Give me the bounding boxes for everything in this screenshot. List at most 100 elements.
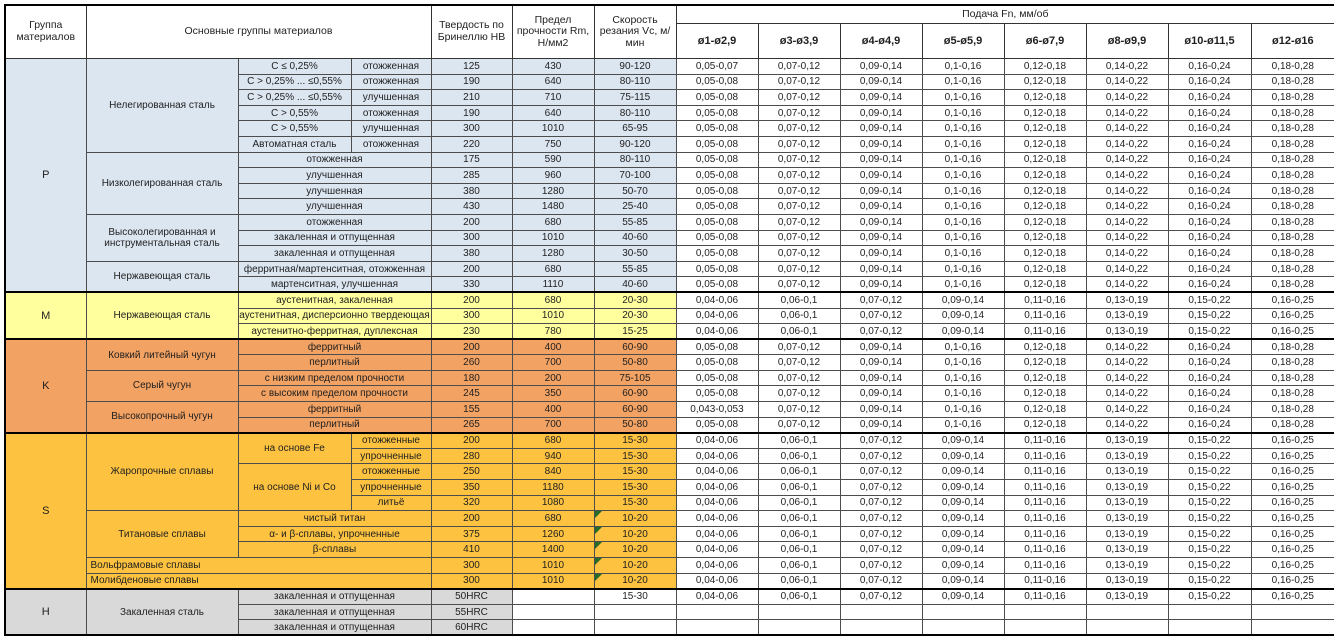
table-row: Низколегированная сталь отожженная 175 590 8… xyxy=(5,151,1334,215)
feed-cell: 0,12-0,18 xyxy=(1003,354,1087,371)
feed-cell: 0,12-0,18 xyxy=(1003,385,1087,403)
feed-cell: 0,07-0,12 xyxy=(839,307,923,325)
feed-cell: 0,13-0,19 xyxy=(1085,291,1169,309)
hardness-cell: 430 xyxy=(430,198,513,215)
group-letter-cell: H xyxy=(4,587,87,636)
family-cell: Жаропрочные сплавы xyxy=(85,431,239,512)
feed-cell: 0,09-0,14 xyxy=(839,151,923,169)
header-row-diameters: ø1-ø2,9 ø3-ø3,9 ø4-ø4,9 ø5-ø5,9 ø6-ø7,9 … xyxy=(5,23,1334,59)
description-cell: закаленная и отпущенная xyxy=(237,229,432,247)
feed-cell: 0,06-0,1 xyxy=(757,541,841,558)
table-row: Нержавеющая сталь ферритная/мартенситная,… xyxy=(5,260,1334,293)
feed-cell: 0,05-0,08 xyxy=(675,369,759,387)
feed-cell xyxy=(757,603,841,621)
state-cell: литьё xyxy=(350,494,432,512)
feed-cell: 0,12-0,18 xyxy=(1003,245,1087,262)
feed-cell: 0,15-0,22 xyxy=(1167,479,1252,496)
feed-cell: 0,09-0,14 xyxy=(921,572,1005,590)
header-diameter-3: ø4-ø4,9 xyxy=(839,23,923,59)
feed-cell: 0,05-0,08 xyxy=(675,198,759,215)
feed-cell: 0,06-0,1 xyxy=(757,572,841,590)
description-cell: отожженная xyxy=(237,213,432,231)
feed-cell: 0,15-0,22 xyxy=(1167,291,1252,309)
family-cell: Нержавеющая сталь xyxy=(85,260,239,293)
feed-cell: 0,16-0,24 xyxy=(1167,120,1252,137)
speed-cell: 15-30 xyxy=(593,431,677,449)
feed-cell: 0,18-0,28 xyxy=(1250,167,1334,184)
feed-cell: 0,16-0,25 xyxy=(1250,479,1334,496)
feed-cell: 0,1-0,16 xyxy=(921,276,1005,293)
feed-cell: 0,11-0,16 xyxy=(1003,323,1087,340)
feed-cell: 0,16-0,24 xyxy=(1167,338,1252,356)
feed-cell: 0,13-0,19 xyxy=(1085,510,1169,527)
feed-cell: 0,15-0,22 xyxy=(1167,463,1252,481)
feed-cell xyxy=(1003,603,1087,621)
feed-cell: 0,07-0,12 xyxy=(839,525,923,543)
feed-cell: 0,09-0,14 xyxy=(839,385,923,403)
feed-cell: 0,07-0,12 xyxy=(839,587,923,605)
header-speed: Скорость резания Vc, м/мин xyxy=(593,4,677,59)
feed-cell: 0,04-0,06 xyxy=(675,587,759,605)
feed-cell: 0,07-0,12 xyxy=(757,338,841,356)
feed-cell: 0,05-0,08 xyxy=(675,416,759,434)
feed-cell: 0,04-0,06 xyxy=(675,510,759,527)
feed-cell: 0,09-0,14 xyxy=(839,276,923,293)
feed-cell: 0,07-0,12 xyxy=(757,73,841,91)
group-letter-cell: K xyxy=(4,338,87,434)
table-row: S Жаропрочные сплавы на основе Fe отожженны… xyxy=(4,431,1334,590)
feed-cell: 0,09-0,14 xyxy=(839,229,923,247)
family-cell: Высокопрочный чугун xyxy=(85,401,239,434)
table-row: мартенситная, улучшенная 330 1110 40-60 0,05… xyxy=(5,276,1334,293)
feed-cell xyxy=(921,619,1005,636)
feed-cell: 0,07-0,12 xyxy=(839,510,923,527)
feed-cell: 0,1-0,16 xyxy=(921,182,1005,200)
feed-cell: 0,14-0,22 xyxy=(1085,89,1169,106)
description-cell: C > 0,25% ... ≤0,55% xyxy=(237,89,352,106)
feed-cell: 0,07-0,12 xyxy=(839,494,923,512)
feed-cell: 0,09-0,14 xyxy=(921,463,1005,481)
feed-cell: 0,15-0,22 xyxy=(1167,510,1252,527)
feed-cell: 0,13-0,19 xyxy=(1085,541,1169,558)
feed-cell: 0,14-0,22 xyxy=(1085,151,1169,169)
feed-cell: 0,14-0,22 xyxy=(1085,58,1169,75)
feed-cell: 0,18-0,28 xyxy=(1250,354,1334,371)
state-cell: отожженная xyxy=(350,58,432,75)
group-letter-cell: S xyxy=(4,431,87,590)
table-row: закаленная и отпущенная 60HRC xyxy=(5,619,1334,636)
speed-cell: 10-20 xyxy=(593,541,677,558)
feed-cell: 0,1-0,16 xyxy=(921,73,1005,91)
description-cell: с низким пределом прочности xyxy=(237,369,432,387)
feed-cell: 0,07-0,12 xyxy=(757,135,841,153)
feed-cell: 0,14-0,22 xyxy=(1085,354,1169,371)
header-feed: Подача Fn, мм/об xyxy=(675,4,1334,24)
feed-cell: 0,13-0,19 xyxy=(1085,323,1169,340)
table-row: улучшенная 380 1280 50-70 0,05-0,08 0,07-0,12… xyxy=(5,182,1334,200)
feed-cell: 0,05-0,08 xyxy=(675,167,759,184)
feed-cell: 0,16-0,25 xyxy=(1250,587,1334,605)
feed-cell: 0,09-0,14 xyxy=(839,135,923,153)
description-cell: чистый титан xyxy=(237,510,432,527)
header-strength: Предел прочности Rm, Н/мм2 xyxy=(511,4,595,59)
feed-cell: 0,09-0,14 xyxy=(839,73,923,91)
feed-cell: 0,05-0,08 xyxy=(675,120,759,137)
table-row: C > 0,55% отожженная 190 640 80-110 0,05-0,08… xyxy=(5,104,1334,122)
feed-cell: 0,12-0,18 xyxy=(1003,73,1087,91)
feed-cell: 0,11-0,16 xyxy=(1003,510,1087,527)
feed-cell: 0,13-0,19 xyxy=(1085,447,1169,465)
hardness-cell: 380 xyxy=(430,182,513,200)
header-diameter-2: ø3-ø3,9 xyxy=(757,23,841,59)
speed-cell: 90-120 xyxy=(593,58,677,75)
feed-cell: 0,1-0,16 xyxy=(921,198,1005,215)
feed-cell xyxy=(921,603,1005,621)
strength-cell: 1260 xyxy=(511,525,595,543)
feed-cell: 0,14-0,22 xyxy=(1085,182,1169,200)
feed-cell: 0,16-0,25 xyxy=(1250,525,1334,543)
feed-cell: 0,16-0,25 xyxy=(1250,572,1334,590)
feed-cell: 0,09-0,14 xyxy=(921,307,1005,325)
table-row: K Ковкий литейный чугун ферритный 200 400 60-… xyxy=(4,338,1334,434)
hardness-cell: 285 xyxy=(430,167,513,184)
strength-cell: 350 xyxy=(511,385,595,403)
strength-cell: 1110 xyxy=(511,276,595,293)
feed-cell: 0,12-0,18 xyxy=(1003,260,1087,278)
feed-cell: 0,18-0,28 xyxy=(1250,385,1334,403)
